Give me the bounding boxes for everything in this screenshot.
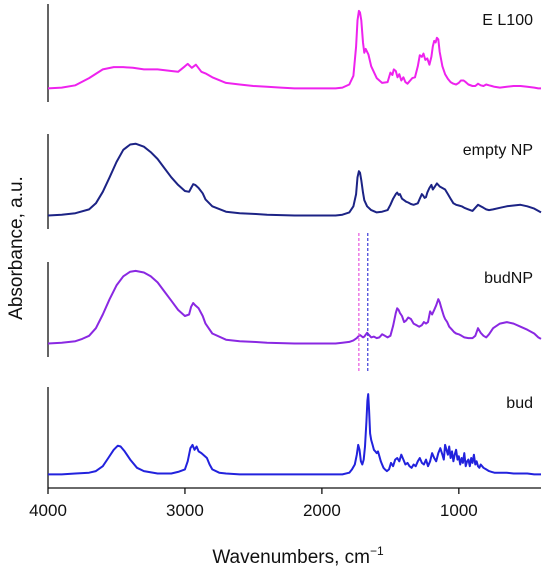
x-tick-label: 1000 — [440, 501, 478, 520]
series-label-budnp: budNP — [484, 270, 533, 287]
x-tick-label: 4000 — [29, 501, 67, 520]
x-tick-label: 2000 — [303, 501, 341, 520]
panel-empty-np: empty NP — [47, 134, 542, 229]
series-line-e-l100 — [47, 9, 541, 90]
series-label-bud: bud — [506, 395, 533, 412]
panel-budnp: budNP — [47, 262, 542, 357]
series-label-e-l100: E L100 — [482, 12, 533, 29]
panel-bud: bud — [47, 387, 541, 488]
x-axis-label-main: Wavenumbers, cm — [212, 547, 370, 568]
x-axis-label-superscript: −1 — [370, 544, 384, 558]
x-axis: 4000 3000 2000 1000 — [29, 487, 541, 520]
panel-e-l100: E L100 — [47, 4, 541, 102]
series-label-empty-np: empty NP — [463, 142, 533, 159]
reference-lines — [358, 233, 369, 371]
x-axis-label: Wavenumbers, cm−1 — [212, 544, 384, 568]
panels-group: E L100 empty NP budNP bud — [47, 4, 542, 488]
series-line-budnp — [47, 269, 542, 345]
series-line-empty-np — [47, 142, 542, 217]
x-tick-label: 3000 — [166, 501, 204, 520]
y-axis-label: Absorbance, a.u. — [6, 176, 27, 320]
series-line-bud — [48, 393, 541, 476]
